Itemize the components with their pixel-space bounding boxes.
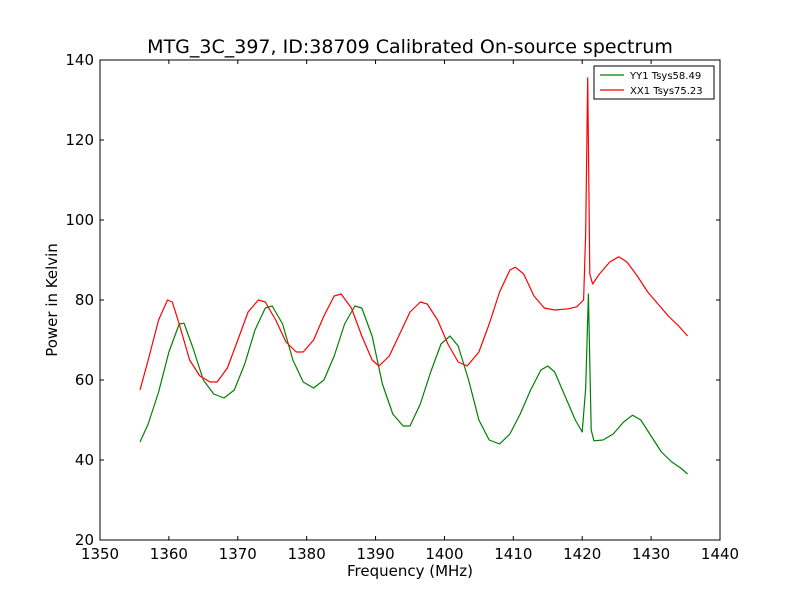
series-line-yy1 xyxy=(139,293,688,475)
x-tick-label: 1400 xyxy=(425,545,463,563)
chart-title: MTG_3C_397, ID:38709 Calibrated On-sourc… xyxy=(147,36,673,58)
x-tick-label: 1430 xyxy=(632,545,670,563)
y-tick-label: 40 xyxy=(75,451,94,469)
series-line-xx1 xyxy=(139,77,689,391)
legend: YY1 Tsys58.49 XX1 Tsys75.23 xyxy=(593,65,715,100)
legend-label-yy1: YY1 Tsys58.49 xyxy=(629,71,701,82)
x-tick-label: 1410 xyxy=(494,545,532,563)
x-tick-label: 1390 xyxy=(356,545,394,563)
x-tick-label: 1370 xyxy=(219,545,257,563)
y-tick-label: 20 xyxy=(75,531,94,549)
x-axis-label: Frequency (MHz) xyxy=(347,562,473,580)
y-tick-label: 80 xyxy=(75,291,94,309)
series-layer xyxy=(139,77,689,475)
plot-area: 1350 1360 1370 1380 1390 1400 1410 1420 1430 1440… xyxy=(65,51,739,563)
x-tick-label: 1380 xyxy=(288,545,326,563)
legend-label-xx1: XX1 Tsys75.23 xyxy=(630,86,703,97)
x-tick-label: 1420 xyxy=(563,545,601,563)
legend-box xyxy=(593,65,715,100)
y-tick-label: 60 xyxy=(75,371,94,389)
y-tick-label: 120 xyxy=(65,131,94,149)
x-tick-label: 1350 xyxy=(81,545,119,563)
x-tick-label: 1440 xyxy=(701,545,739,563)
tick-layer: 1350 1360 1370 1380 1390 1400 1410 1420 1430 1440… xyxy=(65,51,739,563)
y-tick-label: 100 xyxy=(65,211,94,229)
y-tick-label: 140 xyxy=(65,51,94,69)
plot-background xyxy=(100,60,720,540)
y-axis-label: Power in Kelvin xyxy=(43,243,61,357)
x-tick-label: 1360 xyxy=(150,545,188,563)
plot-frame xyxy=(99,59,721,541)
